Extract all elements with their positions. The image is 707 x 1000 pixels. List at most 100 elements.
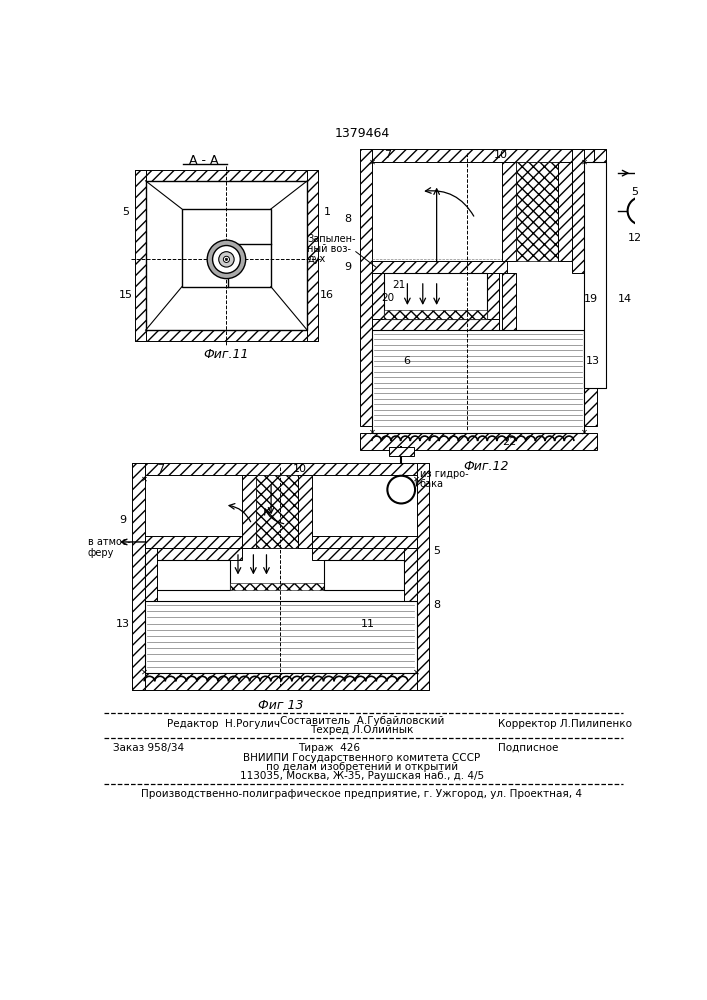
Text: 10: 10 [293,464,307,474]
Text: Производственно-полиграфическое предприятие, г. Ужгород, ул. Проектная, 4: Производственно-полиграфическое предприя… [141,789,583,799]
Bar [372,273,385,319]
Text: 16: 16 [320,290,334,300]
Bar [135,330,318,341]
Bar [256,475,298,548]
Bar [135,170,318,181]
Text: ✕: ✕ [141,474,148,483]
Bar [559,162,572,261]
Text: по делам изобретений и открытий: по делам изобретений и открытий [266,762,458,772]
Text: 19: 19 [583,294,597,304]
Text: 12: 12 [628,233,641,243]
Circle shape [207,240,246,279]
Text: 8: 8 [344,214,351,224]
Text: Составитель  А.Губайловский: Составитель А.Губайловский [280,716,444,726]
Text: 20: 20 [381,293,394,303]
Bar [486,273,499,319]
Bar [385,310,486,319]
Text: Фиг 13: Фиг 13 [257,699,303,712]
Text: 8: 8 [433,600,440,610]
Text: Корректор Л.Пилипенко: Корректор Л.Пилипенко [498,719,632,729]
Text: ✕: ✕ [141,668,148,677]
Bar [360,149,597,162]
Text: 9: 9 [344,262,351,272]
Bar [372,319,499,330]
Bar [372,330,585,433]
Bar [298,475,312,548]
Text: Подписное: Подписное [498,743,559,753]
Text: Запылен-: Запылен- [308,234,356,244]
Bar [135,170,146,341]
Circle shape [628,197,655,225]
Bar [572,149,586,273]
Bar [325,560,404,590]
Bar [360,433,597,450]
Bar [585,149,597,426]
Text: Тираж  426: Тираж 426 [298,743,360,753]
Bar [308,170,318,341]
Text: 7: 7 [157,464,164,474]
Text: 10: 10 [494,150,508,160]
Text: Фиг.11: Фиг.11 [204,348,249,361]
Text: 14: 14 [617,294,631,304]
Bar [242,475,256,548]
Bar [230,583,325,590]
Text: 21: 21 [392,280,406,290]
Circle shape [223,256,230,262]
Text: 1379464: 1379464 [334,127,390,140]
Text: 5: 5 [122,207,129,217]
Bar [585,162,606,388]
Bar [145,601,416,673]
Bar [312,548,416,560]
Text: 5: 5 [433,546,440,556]
Bar [145,560,230,590]
Text: 5: 5 [631,187,638,197]
Text: ✕: ✕ [413,668,420,677]
Bar [145,548,157,601]
Bar [389,447,414,456]
Text: ный воз-: ный воз- [308,244,351,254]
Text: 113035, Москва, Ж-35, Раушская наб., д. 4/5: 113035, Москва, Ж-35, Раушская наб., д. … [240,771,484,781]
Bar [145,536,416,548]
Text: 7: 7 [384,150,391,160]
Text: бака: бака [420,479,444,489]
Text: 22: 22 [502,437,516,447]
Text: 9: 9 [119,515,127,525]
Bar [132,673,429,690]
Bar [132,463,429,475]
Text: 1: 1 [324,207,331,217]
Bar [502,273,516,406]
Bar [416,463,429,690]
Bar [594,149,606,388]
Bar [146,181,308,330]
Text: ✕: ✕ [581,157,588,166]
Text: феру: феру [88,548,115,558]
Bar [182,209,271,287]
Text: ✕: ✕ [413,474,420,483]
Bar [132,463,145,690]
Bar [372,261,507,273]
Text: ✕: ✕ [368,157,375,166]
Text: Заказ 958/34: Заказ 958/34 [113,743,185,753]
Bar [585,149,606,162]
Bar [502,162,516,261]
Text: Фиг.12: Фиг.12 [463,460,508,473]
Bar [404,548,416,601]
Text: Редактор  Н.Рогулич: Редактор Н.Рогулич [167,719,280,729]
Text: Техред Л.Олийнык: Техред Л.Олийнык [310,725,414,735]
Text: из гидро-: из гидро- [420,469,468,479]
Text: дух: дух [308,254,325,264]
Circle shape [213,246,240,273]
Text: ✕: ✕ [368,427,375,436]
Circle shape [218,252,234,267]
Bar [145,548,242,560]
Text: 13: 13 [116,619,130,629]
Text: 13: 13 [586,356,600,366]
Bar [360,149,372,426]
Text: 6: 6 [403,356,410,366]
Text: в атмос-: в атмос- [88,537,131,547]
Circle shape [387,476,415,503]
Text: 15: 15 [119,290,133,300]
Text: ВНИИПИ Государственного комитета СССР: ВНИИПИ Государственного комитета СССР [243,753,481,763]
Text: 11: 11 [361,619,374,629]
Text: А - А: А - А [189,154,219,167]
